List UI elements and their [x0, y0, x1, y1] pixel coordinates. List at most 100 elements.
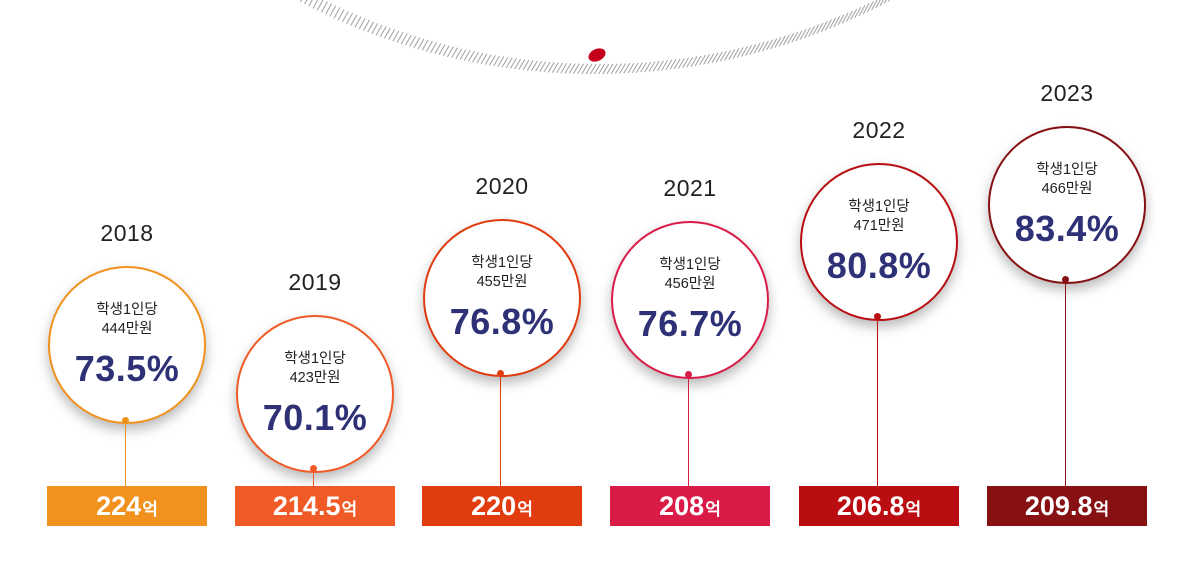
arc-hatch-line [766, 39, 774, 51]
arc-hatch-line [711, 52, 719, 64]
arc-hatch-line [514, 58, 522, 70]
budget-unit: 억 [341, 500, 358, 519]
arc-hatch-line [556, 62, 564, 74]
per-student-label: 학생1인당 [284, 350, 346, 367]
per-student-amount: 466만원 [1041, 180, 1093, 197]
arc-hatch-line [879, 0, 884, 7]
per-student-label: 학생1인당 [1036, 161, 1098, 178]
arc-hatch-line [467, 51, 475, 62]
arc-hatch-line [442, 45, 450, 57]
arc-hatch-line [808, 25, 816, 37]
arc-hatch-line [472, 51, 480, 63]
arc-hatch-line [644, 61, 652, 73]
arc-hatch-line [560, 62, 568, 74]
arc-hatch-line [392, 30, 400, 42]
budget-bar: 206.8억 [799, 486, 959, 526]
arc-hatch-line [682, 57, 690, 69]
arc-hatch-line [850, 8, 858, 20]
ratio-value: 70.1% [262, 396, 368, 438]
per-student-label: 학생1인당 [848, 198, 910, 215]
arc-hatch-line [858, 5, 866, 17]
arc-hatch-line [753, 42, 761, 54]
budget-unit: 억 [142, 500, 158, 519]
arc-hatch-line [535, 61, 543, 72]
arc-hatch-line [698, 54, 706, 66]
arc-hatch-line [761, 40, 769, 52]
budget-value: 206.8 [836, 491, 905, 521]
arc-hatch-line [350, 14, 358, 26]
arc-hatch-line [341, 11, 349, 23]
connector-line [687, 374, 689, 486]
arc-hatch-line [871, 0, 878, 11]
arc-hatch-line [530, 60, 538, 72]
arc-hatch-line [774, 37, 782, 48]
arc-hatch-line [732, 48, 740, 59]
per-student-label: 학생1인당 [659, 256, 721, 273]
per-student-amount: 456만원 [664, 275, 716, 292]
per-student-amount: 455만원 [476, 274, 528, 291]
budget-unit: 억 [1093, 500, 1110, 519]
year-label: 2019 [288, 268, 342, 295]
ratio-circle: 학생1인당 471만원 80.8% [800, 162, 958, 321]
arc-hatch-line [325, 3, 333, 15]
arc-hatch-line [568, 63, 576, 74]
arc-hatch-line [740, 46, 748, 57]
arc-hatch-line [623, 63, 631, 74]
year-column: 2019 학생1인당 423만원 70.1% 214.5억 [235, 0, 395, 565]
arc-hatch-line [841, 12, 849, 24]
arc-hatch-line [463, 50, 471, 61]
arc-hatch-line [656, 60, 664, 72]
budget-value: 209.8 [1024, 491, 1093, 521]
arc-hatch-line [736, 47, 744, 58]
arc-hatch-line [648, 61, 656, 72]
connector-line [1064, 279, 1066, 486]
arc-hatch-line [610, 63, 618, 75]
arc-hatch-line [430, 42, 438, 53]
arc-hatch-line [787, 33, 795, 44]
arc-hatch-line [585, 63, 593, 75]
budget-value: 224 [96, 491, 142, 521]
arc-hatch-line [304, 0, 308, 5]
arc-hatch-line [299, 0, 303, 3]
year-label: 2020 [475, 173, 529, 200]
arc-hatch-line [451, 47, 459, 59]
arc-hatch-line [539, 61, 547, 72]
arc-hatch-line [724, 49, 732, 61]
accent-dot [588, 48, 606, 62]
arc-hatch-line [845, 10, 853, 22]
arc-hatch-line [547, 62, 555, 73]
per-student-amount: 423만원 [289, 369, 341, 386]
arc-hatch-line [505, 57, 513, 69]
arc-hatch-line [333, 7, 341, 19]
arc-hatch-line [581, 63, 589, 75]
arc-hatch-line [614, 63, 622, 74]
budget-bar: 214.5억 [235, 486, 395, 526]
per-student-label: 학생1인당 [471, 255, 533, 272]
arc-hatch-line [757, 41, 765, 53]
arc-hatch-line [665, 59, 673, 71]
arc-hatch-line [829, 17, 837, 29]
arc-hatch-line [375, 24, 383, 36]
arc-hatch-line [434, 43, 442, 54]
arc-hatch-line [669, 59, 677, 70]
year-column: 2021 학생1인당 456만원 76.7% 208억 [610, 0, 770, 565]
arc-hatch-line [677, 58, 685, 69]
arc-hatch-line [799, 28, 807, 40]
arc-hatch-line [719, 50, 727, 62]
arc-hatch-line [417, 38, 425, 50]
arc-hatch-line [770, 38, 778, 50]
arc-hatch-line [816, 22, 824, 34]
arc-hatch-line [564, 63, 572, 74]
arc-hatch-line [707, 53, 715, 64]
budget-unit: 억 [905, 500, 922, 519]
arc-hatch-line [652, 60, 660, 72]
ratio-circle: 학생1인당 444만원 73.5% [48, 266, 206, 425]
budget-value: 208 [659, 491, 705, 521]
arc-hatch-line [501, 56, 509, 68]
arc-hatch-line [551, 62, 559, 73]
year-label: 2018 [100, 220, 154, 247]
ratio-value: 76.8% [449, 301, 555, 343]
arc-hatch-line [400, 33, 408, 45]
ratio-circle: 학생1인당 423만원 70.1% [236, 314, 394, 473]
arc-hatch-line [316, 0, 324, 11]
